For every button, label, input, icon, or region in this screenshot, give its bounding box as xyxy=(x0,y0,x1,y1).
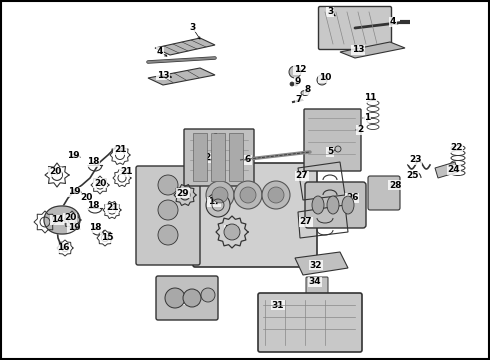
Text: 14: 14 xyxy=(50,216,63,225)
Text: 32: 32 xyxy=(310,261,322,270)
Text: 13: 13 xyxy=(352,45,364,54)
Text: 16: 16 xyxy=(57,243,69,252)
FancyBboxPatch shape xyxy=(368,176,400,210)
Text: 31: 31 xyxy=(272,301,284,310)
Circle shape xyxy=(206,181,234,209)
Polygon shape xyxy=(435,162,458,178)
Text: 4: 4 xyxy=(157,48,163,57)
Text: 3: 3 xyxy=(189,22,195,31)
Circle shape xyxy=(268,187,284,203)
Text: 29: 29 xyxy=(177,189,189,198)
Text: 33: 33 xyxy=(184,296,196,305)
Polygon shape xyxy=(148,68,215,85)
Bar xyxy=(211,133,225,181)
Circle shape xyxy=(289,66,301,78)
Ellipse shape xyxy=(312,196,324,214)
Text: 6: 6 xyxy=(245,156,251,165)
Text: 1: 1 xyxy=(212,134,218,143)
Circle shape xyxy=(335,146,341,152)
FancyBboxPatch shape xyxy=(306,277,328,294)
Text: 18: 18 xyxy=(87,158,99,166)
Text: 25: 25 xyxy=(406,171,418,180)
Text: 19: 19 xyxy=(68,188,80,197)
FancyBboxPatch shape xyxy=(304,109,361,171)
Text: 30: 30 xyxy=(225,225,237,234)
Circle shape xyxy=(158,175,178,195)
Text: 27: 27 xyxy=(295,171,308,180)
Text: 17: 17 xyxy=(208,198,220,207)
Polygon shape xyxy=(44,206,80,234)
Bar xyxy=(193,133,207,181)
Circle shape xyxy=(262,181,290,209)
Circle shape xyxy=(183,289,201,307)
Text: 18: 18 xyxy=(87,201,99,210)
Text: 7: 7 xyxy=(296,95,302,104)
Polygon shape xyxy=(155,38,215,55)
Circle shape xyxy=(224,224,240,240)
Polygon shape xyxy=(340,42,405,58)
Text: 28: 28 xyxy=(389,180,401,189)
Text: 5: 5 xyxy=(327,148,333,157)
FancyBboxPatch shape xyxy=(305,182,366,228)
Bar xyxy=(229,133,243,181)
Text: 8: 8 xyxy=(305,85,311,94)
Text: 26: 26 xyxy=(346,194,358,202)
Text: 12: 12 xyxy=(294,66,306,75)
Circle shape xyxy=(158,225,178,245)
Text: 1: 1 xyxy=(364,113,370,122)
FancyBboxPatch shape xyxy=(193,163,317,267)
Text: 23: 23 xyxy=(409,156,421,165)
Text: 11: 11 xyxy=(364,94,376,103)
Text: 13: 13 xyxy=(157,71,169,80)
Circle shape xyxy=(234,181,262,209)
Text: 20: 20 xyxy=(94,179,106,188)
Text: 15: 15 xyxy=(101,234,113,243)
Text: 9: 9 xyxy=(295,77,301,86)
FancyBboxPatch shape xyxy=(136,166,200,265)
Text: 34: 34 xyxy=(309,278,321,287)
Circle shape xyxy=(165,288,185,308)
Circle shape xyxy=(240,187,256,203)
FancyBboxPatch shape xyxy=(318,6,392,49)
Text: 22: 22 xyxy=(450,144,462,153)
FancyBboxPatch shape xyxy=(156,276,218,320)
Text: 20: 20 xyxy=(49,167,61,176)
Text: 2: 2 xyxy=(204,153,210,162)
FancyBboxPatch shape xyxy=(258,293,362,352)
Text: 19: 19 xyxy=(67,150,79,159)
Text: 4: 4 xyxy=(390,18,396,27)
Text: 3: 3 xyxy=(327,8,333,17)
Text: 2: 2 xyxy=(357,126,363,135)
Circle shape xyxy=(158,200,178,220)
Text: 21: 21 xyxy=(114,145,126,154)
Circle shape xyxy=(201,288,215,302)
Text: 19: 19 xyxy=(68,224,80,233)
FancyBboxPatch shape xyxy=(184,129,254,186)
Polygon shape xyxy=(295,252,348,275)
Text: 20: 20 xyxy=(64,213,76,222)
Text: 20: 20 xyxy=(80,194,92,202)
Circle shape xyxy=(206,193,230,217)
Text: 18: 18 xyxy=(89,224,101,233)
Text: 27: 27 xyxy=(300,217,312,226)
Ellipse shape xyxy=(327,196,339,214)
Ellipse shape xyxy=(342,196,354,214)
Text: 10: 10 xyxy=(319,73,331,82)
Circle shape xyxy=(290,82,294,86)
Circle shape xyxy=(317,75,327,85)
Text: 21: 21 xyxy=(106,203,118,212)
Ellipse shape xyxy=(301,90,309,95)
Circle shape xyxy=(212,187,228,203)
Text: 21: 21 xyxy=(120,167,132,176)
Circle shape xyxy=(294,82,298,86)
Text: 24: 24 xyxy=(448,166,460,175)
